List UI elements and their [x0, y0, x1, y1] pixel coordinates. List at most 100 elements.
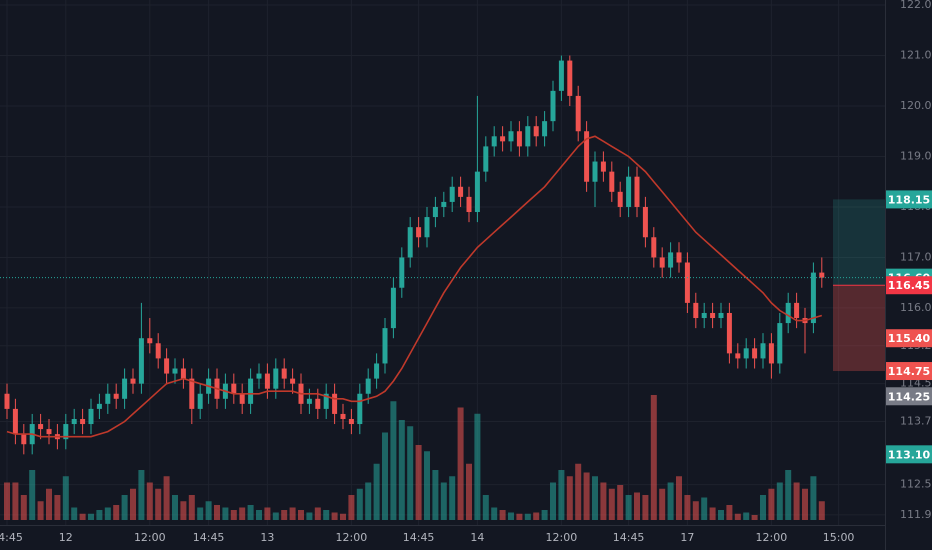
candle-body — [248, 378, 254, 404]
x-tick-label: 12:00 — [546, 531, 578, 544]
volume-bar — [264, 507, 271, 520]
volume-bar — [760, 495, 766, 520]
volume-bar — [692, 501, 699, 520]
volume-bar — [802, 488, 808, 520]
candle-body — [63, 424, 69, 440]
volume-bar — [583, 472, 590, 520]
candle-body — [483, 146, 489, 172]
candle-body — [231, 383, 237, 394]
volume-bar — [659, 488, 666, 520]
x-tick-label: 14 — [470, 531, 484, 544]
candle-body — [164, 358, 170, 374]
y-tick-label: 113.75 — [900, 415, 932, 428]
volume-bar — [558, 470, 565, 520]
candle-body — [348, 418, 354, 425]
candle-body — [500, 136, 506, 142]
volume-bar — [348, 495, 355, 520]
volume-bar — [810, 476, 817, 520]
candle-body — [659, 257, 665, 268]
candle-body — [256, 373, 262, 379]
volume-bar — [566, 476, 573, 520]
x-tick-label: 14:45 — [0, 531, 23, 544]
candle-body — [46, 429, 52, 435]
x-tick-label: 14:45 — [613, 531, 645, 544]
candle-body — [693, 302, 699, 319]
candle-body — [617, 191, 623, 207]
volume-bar — [608, 488, 615, 520]
volume-bar — [768, 488, 775, 520]
volume-bar — [197, 507, 204, 520]
volume-bar — [508, 512, 514, 520]
volume-bar — [180, 501, 187, 520]
y-tick-label: 119.00 — [900, 149, 932, 162]
candle-body — [718, 312, 724, 319]
volume-bar — [323, 510, 330, 520]
volume-bar — [382, 432, 388, 520]
volume-bar — [743, 512, 750, 520]
candle-body — [642, 206, 648, 238]
volume-bar — [214, 505, 220, 520]
volume-bar — [432, 470, 439, 520]
candle-body — [80, 418, 86, 425]
candle-body — [777, 323, 783, 364]
volume-bar — [818, 501, 825, 520]
candle-body — [340, 413, 346, 419]
candle-body — [726, 312, 732, 354]
candle-body — [752, 348, 758, 359]
volume-bar — [785, 470, 792, 520]
volume-bar — [634, 492, 640, 520]
candle-body — [332, 393, 338, 414]
x-tick-label: 14:45 — [403, 531, 435, 544]
volume-bar — [600, 482, 607, 520]
volume-bar — [592, 476, 598, 520]
volume-bar — [340, 513, 346, 520]
y-tick-label: 116.00 — [900, 301, 932, 314]
price-badge-label: 114.25 — [888, 390, 930, 403]
volume-bar — [146, 482, 153, 520]
volume-bar — [222, 507, 229, 520]
volume-bar — [356, 488, 363, 520]
x-tick-label: 12 — [59, 531, 73, 544]
price-badge — [886, 329, 932, 348]
volume-bar — [289, 507, 296, 520]
candle-body — [449, 186, 455, 202]
volume-bar — [88, 513, 94, 520]
candle-body — [315, 398, 321, 409]
candle-body — [416, 227, 422, 238]
price-badge — [886, 276, 932, 295]
y-tick-label: 112.50 — [900, 478, 932, 491]
volume-bar — [79, 513, 86, 520]
volume-bar — [667, 482, 674, 520]
volume-bar — [524, 513, 531, 520]
volume-bar — [331, 512, 338, 520]
volume-bar — [533, 512, 540, 520]
price-badge — [886, 387, 932, 406]
candle-body — [794, 302, 800, 319]
candle-body — [600, 161, 606, 172]
volume-bar — [272, 512, 279, 520]
price-badge-label: 118.15 — [888, 193, 930, 206]
candle-body — [701, 312, 707, 319]
candle-body — [542, 121, 548, 137]
volume-bar — [188, 495, 195, 520]
candle-body — [567, 60, 573, 96]
candle-body — [155, 343, 161, 359]
volume-bar — [155, 488, 162, 520]
candle-body — [768, 343, 774, 364]
candle-body — [122, 378, 128, 399]
volume-bar — [138, 470, 145, 520]
volume-bar — [298, 510, 304, 520]
x-tick-label: 12:00 — [336, 531, 368, 544]
volume-bar — [734, 513, 741, 520]
volume-bar — [104, 507, 111, 520]
volume-bar — [256, 510, 262, 520]
volume-bar — [642, 495, 649, 520]
candle-body — [273, 368, 279, 389]
candle-body — [88, 408, 94, 425]
x-tick-label: 15:00 — [823, 531, 855, 544]
position-loss — [833, 285, 885, 372]
volume-bar — [37, 501, 44, 520]
candle-body — [407, 227, 413, 258]
candle-body — [491, 136, 497, 147]
